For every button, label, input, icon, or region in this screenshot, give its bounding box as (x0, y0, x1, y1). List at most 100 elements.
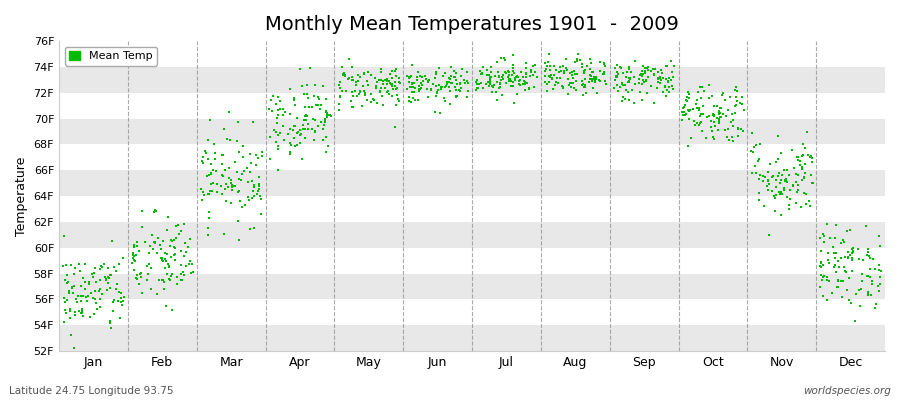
Point (796, 176, 810, 183)
Point (358, 91, 373, 98)
Point (215, 152, 230, 158)
Point (708, 123, 723, 129)
Point (752, 196, 766, 203)
Point (471, 85, 485, 91)
Point (762, 161, 777, 167)
Point (111, 297, 125, 304)
Point (93, 266, 107, 272)
Point (320, 148, 334, 155)
Point (241, 197, 256, 203)
Point (443, 87, 457, 94)
Point (230, 138, 244, 144)
Point (68, 296, 83, 302)
Point (782, 205, 796, 212)
Point (297, 91, 311, 97)
Point (661, 79, 675, 85)
Point (352, 88, 366, 94)
Point (101, 274, 115, 280)
Point (793, 157, 807, 164)
Point (729, 84, 743, 90)
Point (636, 71, 651, 78)
Point (161, 260, 176, 267)
Point (652, 78, 666, 85)
Point (158, 250, 173, 257)
Point (333, 85, 347, 91)
Point (494, 54, 508, 61)
Point (472, 68, 487, 74)
Point (107, 264, 122, 270)
Point (724, 118, 738, 125)
Point (804, 172, 818, 178)
Point (77, 278, 92, 285)
Point (217, 231, 231, 237)
Point (156, 258, 170, 264)
Point (177, 252, 192, 259)
Point (635, 62, 650, 69)
Point (284, 142, 299, 148)
Point (644, 82, 658, 89)
Point (155, 257, 169, 263)
Point (816, 230, 831, 237)
Point (829, 269, 843, 276)
Point (306, 116, 320, 122)
Point (773, 180, 788, 186)
Point (782, 195, 796, 202)
Point (273, 98, 287, 104)
Point (59, 310, 74, 316)
Point (114, 295, 129, 302)
Point (141, 261, 156, 268)
Point (276, 122, 291, 129)
Point (827, 254, 842, 261)
Point (69, 299, 84, 306)
Point (506, 82, 520, 89)
Point (796, 175, 811, 181)
Point (555, 63, 570, 70)
Point (490, 58, 504, 65)
Point (350, 93, 365, 99)
Point (480, 66, 494, 73)
Point (352, 91, 366, 97)
Point (656, 89, 670, 96)
Point (777, 185, 791, 191)
Point (321, 112, 336, 118)
Point (842, 252, 857, 258)
Point (76, 313, 90, 320)
Point (527, 62, 542, 68)
Point (266, 108, 280, 114)
Point (357, 70, 372, 77)
Point (597, 61, 611, 67)
Point (610, 62, 625, 68)
Point (99, 277, 113, 284)
Point (801, 152, 815, 158)
Point (344, 98, 358, 104)
Point (316, 126, 330, 132)
Point (502, 76, 517, 83)
Point (610, 69, 625, 76)
Point (681, 95, 696, 102)
Point (598, 63, 612, 69)
Point (816, 272, 831, 279)
Point (148, 208, 163, 214)
Point (615, 79, 629, 86)
Point (822, 278, 836, 284)
Point (720, 134, 734, 140)
Point (175, 270, 189, 277)
Point (843, 227, 858, 233)
Point (449, 92, 464, 99)
Point (610, 73, 625, 79)
Point (695, 128, 709, 134)
Point (453, 80, 467, 86)
Point (519, 74, 534, 80)
Point (130, 238, 144, 245)
Point (87, 288, 102, 295)
Point (597, 70, 611, 77)
Point (508, 74, 523, 80)
Point (370, 100, 384, 106)
Point (407, 80, 421, 86)
Point (244, 160, 258, 166)
Point (654, 77, 669, 83)
Point (746, 149, 760, 155)
Point (522, 86, 536, 92)
Point (665, 82, 680, 89)
Point (490, 79, 504, 85)
